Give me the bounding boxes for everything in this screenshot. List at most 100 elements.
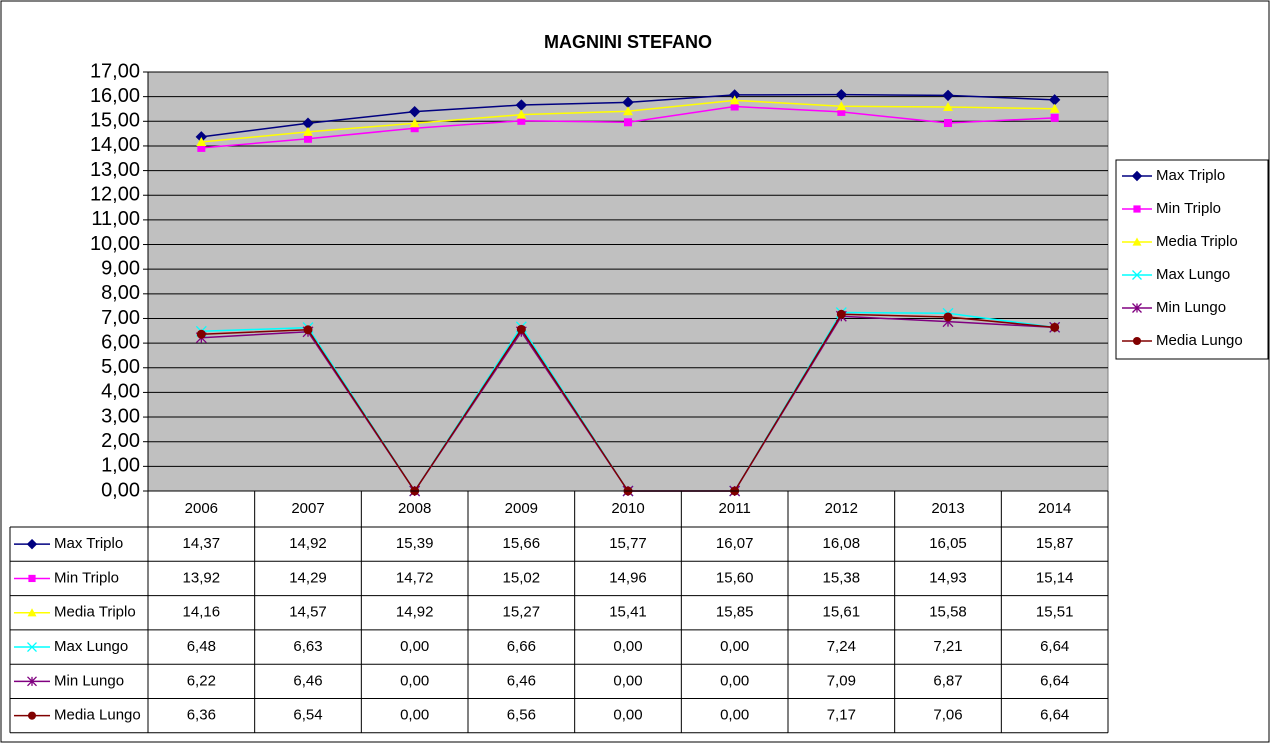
marker [409,118,420,128]
y-tick-label: 14,00 [90,134,140,156]
table-cell: 6,46 [293,672,322,689]
table-cell: 15,14 [1036,569,1074,586]
table-cell: 14,92 [396,604,434,621]
table-cell: 16,08 [823,535,861,552]
table-cell: 15,38 [823,569,861,586]
y-tick-label: 11,00 [91,208,140,230]
table-cell: 6,56 [507,707,536,724]
table-cell: 6,36 [187,707,216,724]
marker [303,126,313,136]
y-tick-label: 3,00 [101,405,140,427]
y-tick-label: 10,00 [90,233,140,255]
marker [28,574,36,583]
marker [729,95,740,105]
y-tick-label: 17,00 [90,60,140,82]
marker [197,143,206,152]
x-tick-label: 2011 [719,500,751,517]
table-cell: 6,63 [293,638,322,655]
x-tick-label: 2013 [931,500,964,517]
table-cell: 16,05 [929,535,967,552]
table-cell: 14,92 [289,535,327,552]
table-cell: 0,00 [720,638,749,655]
marker [516,324,526,334]
marker [1132,303,1142,313]
table-cell: 0,00 [613,672,642,689]
marker [1132,237,1142,246]
y-tick-label: 16,00 [90,85,140,107]
table-cell: 14,57 [289,604,327,621]
marker [1132,336,1142,346]
x-tick-label: 2014 [1038,500,1071,517]
x-tick-label: 2007 [291,500,324,517]
table-row-label: Media Lungo [54,707,141,724]
legend-box [1115,159,1269,360]
marker [196,329,206,339]
plot-area [147,71,1109,492]
table-cell: 16,07 [716,535,754,552]
marker [517,116,526,125]
table-cell: 15,58 [929,604,967,621]
x-tick-label: 2012 [825,500,858,517]
table-cell: 7,21 [933,638,962,655]
marker [410,124,419,133]
table-cell: 6,64 [1040,672,1069,689]
x-tick-label: 2006 [185,500,218,517]
table-cell: 15,60 [716,569,754,586]
table-cell: 6,64 [1040,638,1069,655]
table-cell: 6,54 [293,707,322,724]
legend-label: Min Triplo [1156,200,1221,217]
y-tick-label: 2,00 [101,430,140,452]
marker [836,101,847,111]
x-tick-label: 2010 [611,500,644,517]
table-cell: 15,87 [1036,535,1074,552]
y-tick-label: 13,00 [90,159,140,181]
marker [27,711,37,720]
marker [836,309,846,319]
marker [408,105,421,118]
table-cell: 6,22 [187,672,216,689]
x-tick-label: 2009 [505,500,538,517]
table-cell: 14,37 [183,535,221,552]
chart-title: MAGNINI STEFANO [544,32,712,52]
table-cell: 14,72 [396,569,434,586]
marker [944,119,952,128]
table-cell: 15,02 [503,569,541,586]
y-tick-label: 7,00 [101,307,140,329]
table-cell: 0,00 [613,638,642,655]
y-tick-label: 0,00 [101,479,140,501]
table-cell: 13,92 [183,569,221,586]
marker [943,312,953,322]
table-cell: 15,51 [1036,604,1074,621]
table-cell: 15,27 [503,604,541,621]
marker [942,89,954,102]
marker [1131,170,1143,182]
marker [26,538,38,550]
table-cell: 14,16 [183,604,221,621]
table-cell: 14,96 [609,569,647,586]
table-cell: 7,24 [827,638,856,655]
y-tick-label: 9,00 [101,257,140,279]
marker [27,608,37,617]
marker [196,136,207,146]
marker [1050,322,1060,332]
marker [1133,205,1141,213]
table-cell: 14,29 [289,569,327,586]
y-tick-label: 12,00 [90,184,140,206]
marker [835,88,848,101]
legend-label: Media Lungo [1156,332,1243,349]
marker [303,325,313,335]
table-row-label: Max Lungo [54,638,128,655]
legend-label: Media Triplo [1156,233,1238,250]
table-row-label: Media Triplo [54,604,136,621]
table-cell: 0,00 [400,707,429,724]
y-tick-label: 15,00 [90,110,140,132]
table-cell: 0,00 [400,638,429,655]
table-row-label: Min Lungo [54,672,124,689]
table-cell: 6,66 [507,638,536,655]
marker [943,101,953,111]
marker [516,109,527,119]
table-cell: 15,66 [503,535,541,552]
marker [304,134,312,143]
table-cell: 15,61 [823,604,861,621]
